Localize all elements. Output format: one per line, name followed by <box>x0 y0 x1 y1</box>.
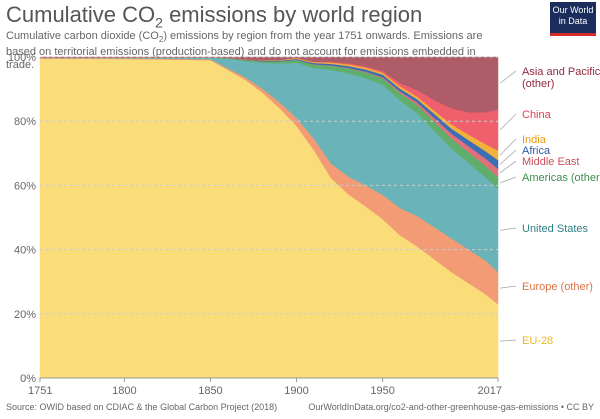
legend-label-asia-and-pacific-other: (other) <box>522 78 554 90</box>
y-tick-label: 40% <box>14 245 36 257</box>
legend-connector-eu-28 <box>499 339 517 342</box>
legend-connector-asia-and-pacific-other <box>499 70 517 84</box>
legend-label-asia-and-pacific-other: Asia and Pacific <box>522 66 600 78</box>
source-note: Source: OWID based on CDIAC & the Global… <box>6 402 278 412</box>
legend-connector-americas-other <box>499 176 517 184</box>
legend-label-europe-other: Europe (other) <box>522 281 593 293</box>
chart-title: Cumulative CO2 emissions by world region <box>6 2 423 31</box>
legend-connector-middle-east <box>499 160 517 174</box>
y-tick-label: 60% <box>14 180 36 192</box>
chart-subtitle: Cumulative carbon dioxide (CO2) emission… <box>6 30 483 72</box>
legend-label-eu-28: EU-28 <box>522 335 553 347</box>
y-tick-label: 100% <box>8 52 36 64</box>
legend-label-united-states: United States <box>522 223 589 235</box>
x-tick-label: 2017 <box>478 385 502 397</box>
legend-connector-india <box>499 138 517 156</box>
legend-label-africa: Africa <box>522 145 551 157</box>
legend-connector-china <box>499 113 517 131</box>
source-url[interactable]: OurWorldInData.org/co2-and-other-greenho… <box>308 402 594 412</box>
legend-connector-europe-other <box>499 285 517 289</box>
x-tick-label: 1850 <box>198 385 222 397</box>
x-tick-label: 1900 <box>284 385 308 397</box>
y-tick-label: 20% <box>14 309 36 321</box>
x-tick-label: 1751 <box>28 385 52 397</box>
legend-connector-africa <box>499 149 517 165</box>
x-tick-label: 1800 <box>112 385 136 397</box>
area-asia-and-pacific-other <box>39 56 499 113</box>
legend-label-middle-east: Middle East <box>522 156 579 168</box>
y-tick-label: 0% <box>20 373 36 385</box>
legend-connector-united-states <box>499 227 517 231</box>
y-tick-label: 80% <box>14 116 36 128</box>
legend-label-americas-other: Americas (other) <box>522 172 600 184</box>
owid-logo[interactable]: Our World in Data <box>550 2 596 36</box>
x-tick-label: 1950 <box>370 385 394 397</box>
legend-label-india: India <box>522 134 547 146</box>
legend-label-china: China <box>522 109 552 121</box>
